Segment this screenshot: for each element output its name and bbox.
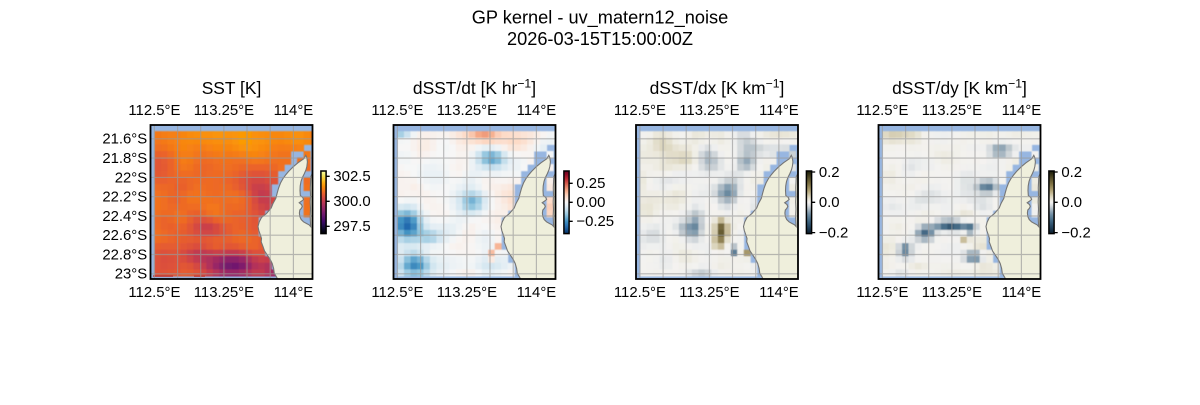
svg-text:22°S: 22°S	[115, 170, 148, 186]
svg-text:114°E: 114°E	[517, 285, 557, 301]
svg-text:21.8°S: 21.8°S	[102, 151, 147, 167]
svg-text:dSST/dx [K km−1]: dSST/dx [K km−1]	[650, 77, 785, 98]
svg-text:112.5°E: 112.5°E	[856, 285, 908, 301]
svg-text:22.6°S: 22.6°S	[102, 228, 147, 244]
svg-text:112.5°E: 112.5°E	[614, 103, 666, 119]
svg-text:112.5°E: 112.5°E	[128, 285, 180, 301]
svg-text:2026-03-15T15:00:00Z: 2026-03-15T15:00:00Z	[507, 29, 693, 49]
svg-text:22.4°S: 22.4°S	[102, 209, 147, 225]
svg-text:23°S: 23°S	[115, 267, 148, 283]
svg-text:114°E: 114°E	[274, 103, 314, 119]
svg-text:0.0: 0.0	[1061, 195, 1082, 211]
svg-text:113.25°E: 113.25°E	[194, 285, 254, 301]
svg-text:−0.2: −0.2	[1061, 226, 1090, 242]
svg-text:22.8°S: 22.8°S	[102, 247, 147, 263]
svg-text:SST [K]: SST [K]	[202, 78, 262, 98]
svg-text:dSST/dt [K hr−1]: dSST/dt [K hr−1]	[413, 77, 536, 98]
svg-text:113.25°E: 113.25°E	[194, 103, 254, 119]
svg-text:114°E: 114°E	[759, 103, 799, 119]
svg-text:GP kernel - uv_matern12_noise: GP kernel - uv_matern12_noise	[472, 7, 728, 28]
svg-text:−0.2: −0.2	[819, 226, 848, 242]
svg-text:−0.25: −0.25	[576, 214, 614, 230]
svg-text:114°E: 114°E	[1002, 103, 1042, 119]
svg-text:21.6°S: 21.6°S	[102, 132, 147, 148]
svg-text:114°E: 114°E	[517, 103, 557, 119]
svg-text:0.2: 0.2	[819, 165, 840, 181]
svg-text:113.25°E: 113.25°E	[922, 285, 982, 301]
svg-text:112.5°E: 112.5°E	[128, 103, 180, 119]
svg-text:112.5°E: 112.5°E	[371, 103, 423, 119]
svg-text:114°E: 114°E	[759, 285, 799, 301]
svg-text:113.25°E: 113.25°E	[679, 285, 739, 301]
svg-text:0.2: 0.2	[1061, 165, 1082, 181]
svg-text:300.0: 300.0	[333, 194, 370, 210]
svg-text:113.25°E: 113.25°E	[437, 285, 497, 301]
svg-text:112.5°E: 112.5°E	[614, 285, 666, 301]
svg-text:114°E: 114°E	[1002, 285, 1042, 301]
svg-text:113.25°E: 113.25°E	[922, 103, 982, 119]
svg-text:113.25°E: 113.25°E	[437, 103, 497, 119]
svg-text:112.5°E: 112.5°E	[856, 103, 908, 119]
svg-text:113.25°E: 113.25°E	[679, 103, 739, 119]
svg-text:0.25: 0.25	[576, 176, 605, 192]
svg-text:297.5: 297.5	[333, 219, 370, 235]
svg-text:114°E: 114°E	[274, 285, 314, 301]
svg-text:112.5°E: 112.5°E	[371, 285, 423, 301]
svg-text:0.00: 0.00	[576, 195, 605, 211]
svg-text:0.0: 0.0	[819, 195, 840, 211]
svg-text:302.5: 302.5	[333, 169, 370, 185]
svg-text:dSST/dy [K km−1]: dSST/dy [K km−1]	[892, 77, 1027, 98]
svg-text:22.2°S: 22.2°S	[102, 190, 147, 206]
